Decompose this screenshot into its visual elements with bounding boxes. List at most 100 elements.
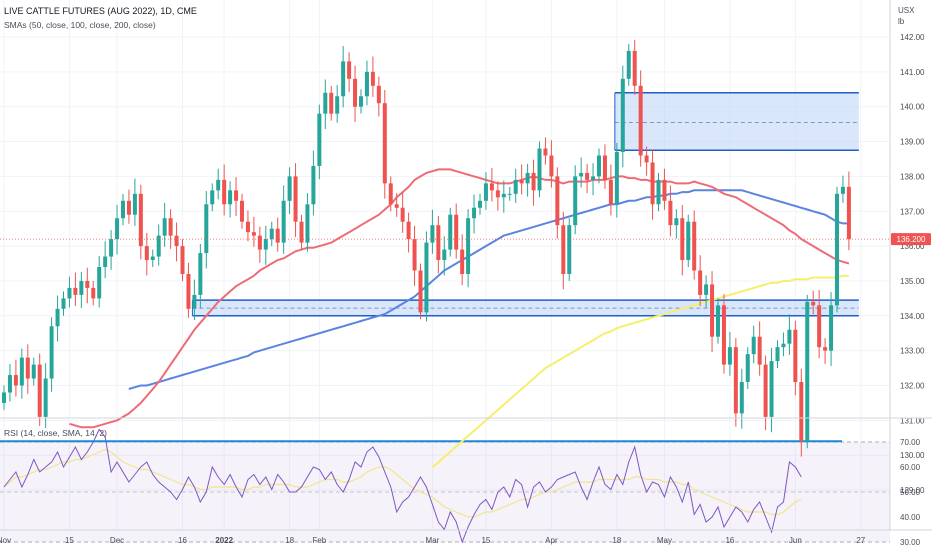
candle-body	[495, 190, 500, 198]
candle-body	[85, 280, 90, 288]
currency-unit: lb	[898, 17, 905, 26]
candle-body	[406, 221, 411, 240]
candle-body	[43, 378, 48, 417]
candle-body	[144, 246, 149, 261]
candle-body	[698, 270, 703, 295]
candle-body	[531, 172, 536, 191]
candle-body	[7, 375, 12, 393]
candle-body	[156, 235, 161, 257]
candle-body	[442, 249, 447, 261]
candle-body	[394, 204, 399, 208]
candle-body	[757, 336, 762, 365]
x-tick-label: 18	[285, 536, 294, 545]
candle-body	[513, 179, 518, 194]
chart-title: LIVE CATTLE FUTURES (AUG 2022), 1D, CME	[4, 6, 197, 16]
candle-body	[614, 152, 619, 205]
y-tick-label: 130.00	[900, 451, 925, 460]
candle-body	[61, 298, 66, 309]
candle-body	[210, 190, 215, 205]
candle-body	[287, 176, 292, 201]
candle-body	[13, 375, 18, 386]
candle-body	[823, 347, 828, 351]
x-tick-label: Jun	[789, 536, 802, 545]
candle-body	[293, 176, 298, 222]
candle-body	[263, 239, 268, 250]
candle-body	[472, 207, 477, 219]
candle-body	[507, 193, 512, 195]
candle-body	[608, 179, 613, 205]
candle-body	[745, 354, 750, 383]
rsi-tick-label: 30.00	[900, 538, 921, 547]
candle-body	[597, 155, 601, 177]
x-tick-label: 16	[725, 536, 734, 545]
rsi-tick-label: 50.00	[900, 488, 921, 497]
candle-body	[549, 155, 554, 177]
candle-body	[364, 71, 369, 97]
candle-body	[751, 336, 756, 355]
x-tick-label: 18	[612, 536, 621, 545]
candle-body	[424, 242, 429, 313]
y-tick-label: 140.00	[900, 103, 925, 112]
candle-body	[150, 256, 155, 261]
candle-body	[341, 61, 346, 97]
candle-body	[37, 364, 42, 417]
candle-body	[25, 357, 30, 379]
candle-body	[716, 305, 720, 337]
zone-fill	[614, 92, 859, 151]
sma200-line	[431, 274, 849, 469]
candle-body	[561, 225, 566, 274]
candle-body	[489, 183, 494, 191]
candle-body	[216, 179, 221, 191]
candle-body	[91, 287, 96, 299]
candle-body	[733, 347, 738, 414]
candle-body	[626, 50, 631, 79]
candle-body	[781, 343, 786, 348]
rsi-tick-label: 70.00	[900, 438, 921, 447]
y-tick-label: 139.00	[900, 138, 925, 147]
candle-body	[400, 207, 405, 222]
rsi-tick-label: 40.00	[900, 513, 921, 522]
candle-body	[692, 221, 697, 271]
candle-body	[721, 305, 726, 365]
y-tick-label: 131.00	[900, 416, 925, 425]
candle-body	[478, 200, 482, 208]
candle-body	[79, 280, 84, 295]
candle-body	[799, 382, 804, 442]
candle-body	[347, 61, 352, 79]
candle-body	[323, 92, 328, 114]
candle-body	[234, 190, 239, 201]
candle-body	[240, 200, 244, 222]
candles	[2, 39, 851, 457]
candle-body	[19, 357, 24, 386]
sma100-line	[128, 189, 849, 390]
candle-body	[555, 176, 560, 226]
candle-body	[329, 92, 334, 114]
candle-body	[644, 155, 649, 163]
candle-body	[519, 179, 524, 184]
candle-body	[436, 225, 441, 261]
candle-body	[829, 305, 834, 351]
candle-body	[121, 200, 125, 219]
y-tick-label: 134.00	[900, 312, 925, 321]
candle-body	[585, 172, 590, 180]
candle-body	[388, 183, 393, 205]
candle-body	[418, 270, 423, 313]
y-tick-label: 129.00	[900, 486, 925, 495]
x-tick-label: 15	[481, 536, 490, 545]
sma-legend: SMAs (50, close, 100, close, 200, close)	[4, 20, 156, 30]
candle-body	[846, 186, 851, 240]
candle-body	[55, 308, 60, 327]
candle-body	[430, 225, 435, 243]
candle-body	[174, 235, 179, 247]
y-tick-label: 141.00	[900, 68, 925, 77]
candle-body	[275, 228, 280, 243]
candle-body	[763, 364, 768, 417]
candle-body	[245, 221, 250, 233]
candle-body	[840, 186, 845, 194]
x-tick-label: Feb	[312, 536, 326, 545]
x-tick-label: Mar	[426, 536, 440, 545]
candle-body	[656, 179, 661, 205]
